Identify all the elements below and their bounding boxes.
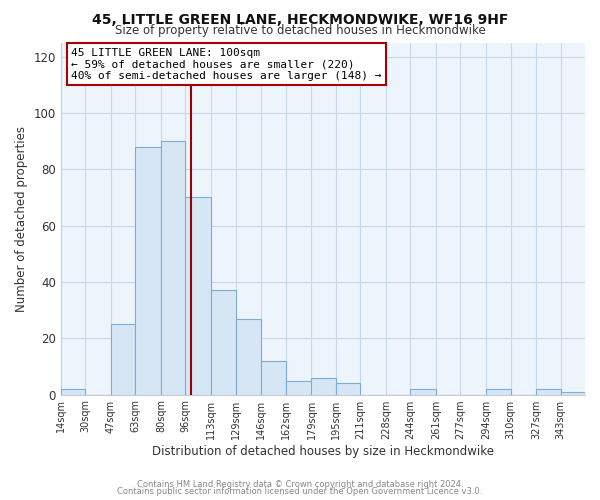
Bar: [486, 389, 511, 394]
Bar: [236, 318, 262, 394]
Y-axis label: Number of detached properties: Number of detached properties: [15, 126, 28, 312]
Bar: [262, 361, 286, 394]
Bar: [111, 324, 135, 394]
Bar: [135, 146, 161, 394]
Text: Size of property relative to detached houses in Heckmondwike: Size of property relative to detached ho…: [115, 24, 485, 37]
Text: 45, LITTLE GREEN LANE, HECKMONDWIKE, WF16 9HF: 45, LITTLE GREEN LANE, HECKMONDWIKE, WF1…: [92, 12, 508, 26]
Bar: [286, 380, 311, 394]
Bar: [61, 389, 85, 394]
Bar: [410, 389, 436, 394]
Text: 45 LITTLE GREEN LANE: 100sqm
← 59% of detached houses are smaller (220)
40% of s: 45 LITTLE GREEN LANE: 100sqm ← 59% of de…: [71, 48, 382, 81]
Bar: [185, 198, 211, 394]
Bar: [211, 290, 236, 395]
Bar: [536, 389, 560, 394]
Bar: [560, 392, 585, 394]
Title: 45, LITTLE GREEN LANE, HECKMONDWIKE, WF16 9HF
Size of property relative to detac: 45, LITTLE GREEN LANE, HECKMONDWIKE, WF1…: [0, 499, 1, 500]
X-axis label: Distribution of detached houses by size in Heckmondwike: Distribution of detached houses by size …: [152, 444, 494, 458]
Text: Contains public sector information licensed under the Open Government Licence v3: Contains public sector information licen…: [118, 487, 482, 496]
Text: Contains HM Land Registry data © Crown copyright and database right 2024.: Contains HM Land Registry data © Crown c…: [137, 480, 463, 489]
Bar: [336, 384, 360, 394]
Bar: [161, 141, 185, 395]
Bar: [311, 378, 336, 394]
